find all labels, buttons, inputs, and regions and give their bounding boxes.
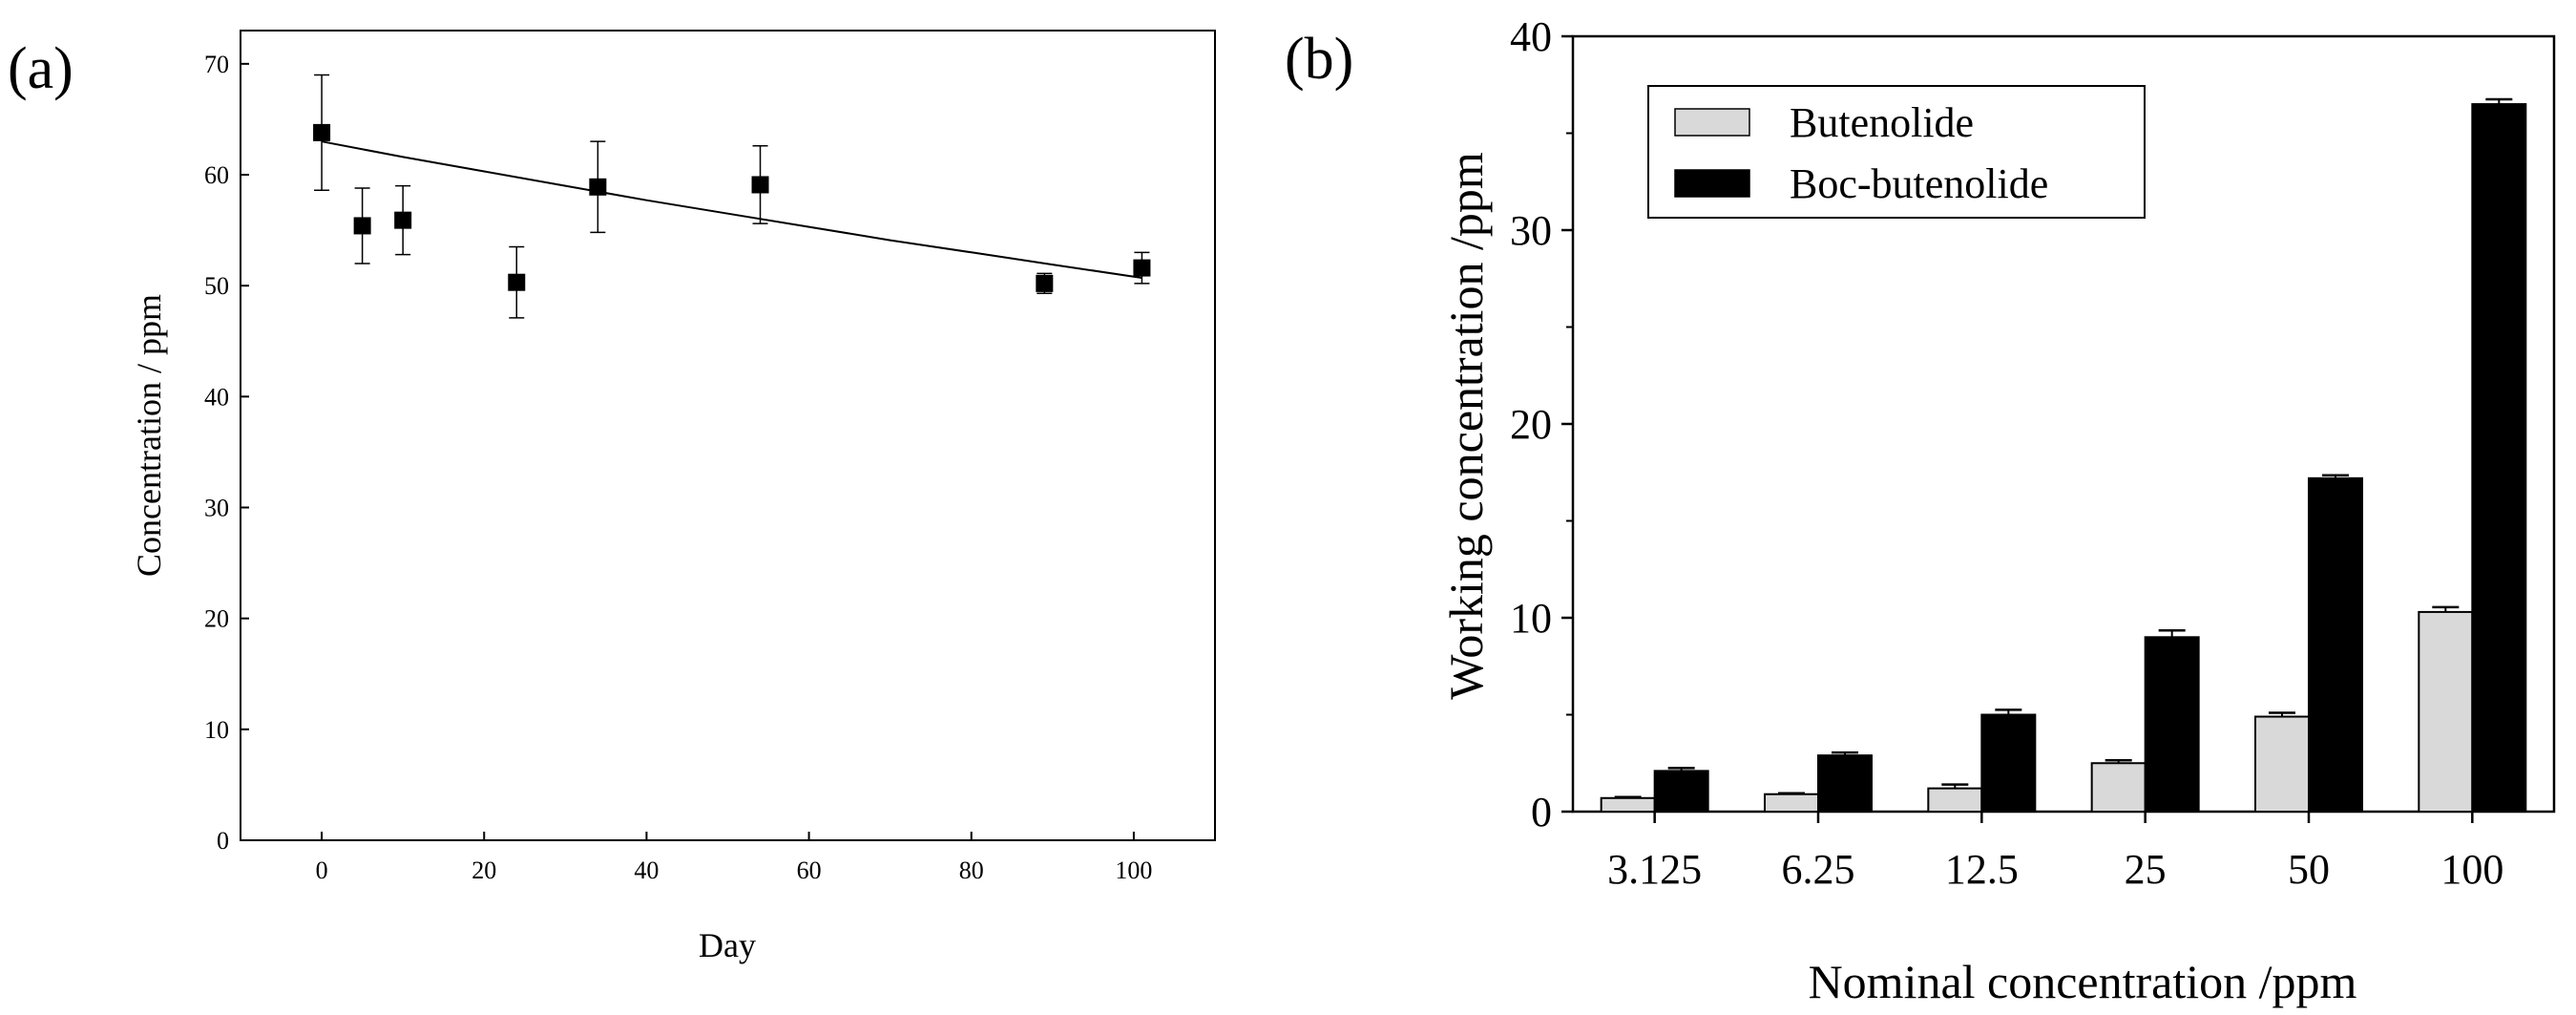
legend-swatch-boc-butenolide — [1674, 169, 1750, 198]
y-tick-label: 60 — [204, 161, 229, 189]
chart-a-points — [313, 74, 1151, 319]
x-tick-label: 50 — [2288, 846, 2330, 893]
chart-a-y-axis-label: Concentration / ppm — [130, 294, 168, 577]
bar-butenolide — [2254, 715, 2310, 814]
y-tick-label: 40 — [1510, 13, 1552, 60]
bar-boc-butenolide — [1980, 713, 2037, 813]
y-tick-label: 20 — [204, 605, 229, 633]
y-tick-label: 40 — [204, 383, 229, 411]
bar-butenolide — [1927, 787, 1983, 814]
data-point — [353, 217, 371, 235]
chart-a-fit-line — [321, 140, 1142, 279]
y-tick-label: 70 — [204, 51, 229, 78]
y-tick-label: 30 — [204, 495, 229, 522]
x-tick-label: 80 — [959, 856, 984, 884]
chart-b-legend: Butenolide Boc-butenolide — [1647, 85, 2146, 219]
data-point — [751, 176, 769, 194]
chart-b-working-vs-nominal: 0 10 20 30 40 3.125 6.25 12.5 25 50 100 Butenolid… — [1439, 13, 2556, 1008]
chart-a-x-axis-label: Day — [699, 926, 756, 964]
chart-a-plot-frame — [240, 30, 1216, 841]
chart-a-concentration-vs-day: 0 10 20 30 40 50 60 70 0 20 40 60 80 100 Day Concent… — [130, 30, 1216, 964]
chart-b-y-axis-label: Working concentration /ppm — [1439, 152, 1493, 700]
y-tick-label: 0 — [217, 827, 229, 855]
y-tick-label: 0 — [1531, 789, 1552, 835]
y-tick-label: 20 — [1510, 401, 1552, 448]
bar-butenolide — [2418, 610, 2474, 813]
bar-butenolide — [1764, 793, 1819, 813]
x-tick-label: 60 — [797, 856, 822, 884]
bar-boc-butenolide — [2144, 636, 2200, 813]
bar-butenolide — [2090, 762, 2147, 813]
y-tick-label: 30 — [1510, 207, 1552, 254]
legend-swatch-butenolide — [1674, 108, 1750, 137]
data-point — [394, 211, 412, 229]
x-tick-label: 100 — [2440, 846, 2503, 893]
y-tick-label: 50 — [204, 272, 229, 300]
x-tick-label: 20 — [471, 856, 496, 884]
chart-a-y-axis: 0 10 20 30 40 50 60 70 — [204, 51, 249, 855]
legend-label-boc-butenolide: Boc-butenolide — [1790, 160, 2048, 207]
chart-b-x-axis-label: Nominal concentration /ppm — [1809, 955, 2357, 1008]
x-tick-label: 12.5 — [1945, 846, 2019, 893]
data-point — [313, 123, 331, 141]
legend-label-butenolide: Butenolide — [1790, 99, 1974, 146]
x-tick-label: 3.125 — [1607, 846, 1702, 893]
data-point — [1133, 259, 1151, 277]
x-tick-label: 25 — [2125, 846, 2167, 893]
x-tick-label: 6.25 — [1782, 846, 1855, 893]
panel-label-b: (b) — [1285, 27, 1353, 92]
x-tick-label: 100 — [1115, 856, 1152, 884]
data-point — [508, 273, 526, 291]
chart-a-x-axis: 0 20 40 60 80 100 — [316, 832, 1152, 884]
bar-boc-butenolide — [1653, 770, 1709, 813]
bar-boc-butenolide — [2308, 476, 2363, 813]
x-tick-label: 0 — [316, 856, 328, 884]
data-point — [589, 178, 607, 196]
panel-label-a: (a) — [8, 36, 73, 101]
x-tick-label: 40 — [634, 856, 659, 884]
chart-b-bars — [1600, 97, 2527, 814]
chart-b-y-axis: 0 10 20 30 40 — [1510, 13, 1573, 835]
y-tick-label: 10 — [204, 716, 229, 744]
data-point — [1036, 274, 1054, 292]
y-tick-label: 10 — [1510, 595, 1552, 642]
bar-boc-butenolide — [1817, 754, 1873, 814]
chart-b-x-axis: 3.125 6.25 12.5 25 50 100 — [1607, 812, 2503, 893]
bar-butenolide — [1600, 796, 1656, 813]
bar-boc-butenolide — [2471, 103, 2527, 814]
